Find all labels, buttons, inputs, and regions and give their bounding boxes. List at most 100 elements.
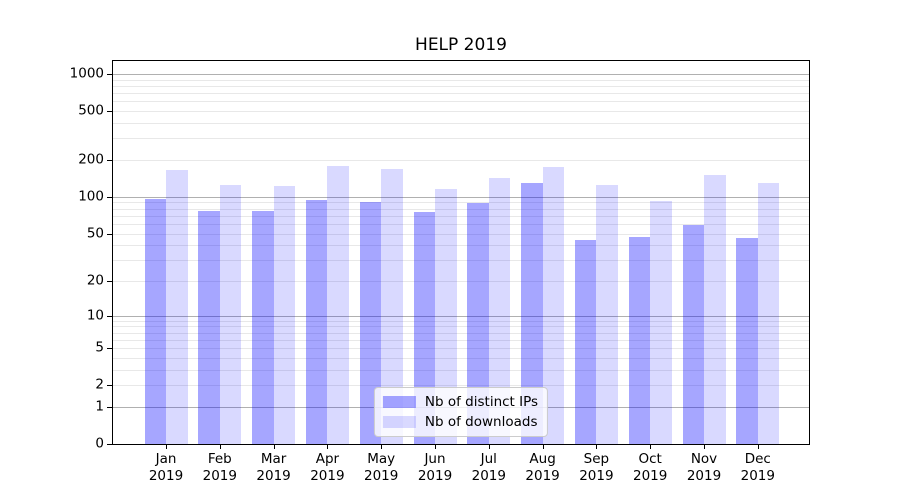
gridline bbox=[113, 101, 809, 103]
bar bbox=[327, 165, 349, 444]
y-tick-mark bbox=[107, 348, 112, 350]
gridline bbox=[113, 315, 809, 317]
bar bbox=[435, 189, 457, 444]
bar bbox=[166, 169, 188, 444]
y-tick-mark bbox=[107, 111, 112, 113]
x-tick-label: May 2019 bbox=[364, 451, 399, 484]
legend: Nb of distinct IPs Nb of downloads bbox=[373, 387, 549, 437]
y-tick-label: 10 bbox=[86, 306, 104, 323]
x-tick-label: Feb 2019 bbox=[202, 451, 237, 484]
gridline bbox=[113, 215, 809, 217]
gridline bbox=[113, 348, 809, 350]
gridline bbox=[113, 86, 809, 87]
x-tick-label: Jun 2019 bbox=[417, 451, 453, 484]
x-tick-mark bbox=[435, 445, 436, 449]
y-tick-mark bbox=[107, 444, 112, 445]
x-tick-label: Nov 2019 bbox=[686, 451, 722, 484]
gridline bbox=[113, 93, 809, 95]
x-tick-mark bbox=[273, 445, 275, 449]
x-tick-label: Oct 2019 bbox=[633, 451, 668, 484]
x-tick-mark bbox=[166, 445, 167, 449]
bar bbox=[628, 236, 651, 444]
gridline bbox=[113, 332, 809, 334]
bar bbox=[144, 199, 166, 444]
bar bbox=[521, 182, 543, 444]
bar bbox=[413, 212, 435, 444]
legend-swatch-downloads bbox=[382, 416, 416, 428]
x-tick-mark bbox=[704, 445, 705, 449]
x-tick-mark bbox=[219, 445, 221, 449]
y-tick-label: 5 bbox=[95, 339, 104, 356]
y-tick-label: 1 bbox=[95, 398, 104, 415]
gridline bbox=[113, 196, 809, 198]
chart-title: HELP 2019 bbox=[415, 35, 507, 55]
x-tick-mark bbox=[757, 445, 759, 449]
x-tick-label: Dec 2019 bbox=[740, 451, 775, 484]
y-tick-mark bbox=[107, 385, 112, 387]
y-tick-label: 100 bbox=[78, 188, 104, 205]
bar bbox=[305, 199, 328, 444]
gridline bbox=[113, 320, 809, 322]
bar bbox=[704, 175, 726, 444]
x-tick-mark bbox=[381, 445, 383, 449]
gridline bbox=[113, 111, 809, 113]
bar bbox=[736, 237, 758, 444]
bar bbox=[219, 185, 242, 444]
y-tick-mark bbox=[107, 160, 112, 161]
gridline bbox=[113, 385, 809, 387]
y-tick-label: 1000 bbox=[69, 65, 104, 82]
x-tick-label: Aug 2019 bbox=[525, 451, 560, 484]
legend-label-distinct-ips: Nb of distinct IPs bbox=[424, 394, 539, 410]
bar bbox=[757, 182, 780, 444]
x-tick-mark bbox=[327, 445, 329, 449]
y-tick-mark bbox=[107, 315, 112, 317]
bar bbox=[273, 185, 296, 444]
gridline bbox=[113, 123, 809, 124]
x-tick-label: Sep 2019 bbox=[579, 451, 614, 484]
x-tick-label: Jul 2019 bbox=[471, 451, 506, 484]
bar bbox=[542, 167, 565, 444]
x-tick-mark bbox=[650, 445, 652, 449]
x-tick-label: Jan 2019 bbox=[148, 451, 184, 484]
bar bbox=[381, 169, 403, 444]
x-tick-label: Mar 2019 bbox=[256, 451, 291, 484]
y-tick-mark bbox=[107, 406, 112, 408]
bar bbox=[650, 201, 672, 444]
bar bbox=[682, 224, 704, 444]
gridline bbox=[113, 260, 809, 262]
y-tick-label: 20 bbox=[86, 272, 104, 289]
gridline bbox=[113, 339, 809, 341]
y-tick-label: 200 bbox=[78, 151, 104, 168]
bar bbox=[198, 211, 220, 444]
legend-swatch-distinct-ips bbox=[382, 396, 416, 408]
y-tick-mark bbox=[107, 196, 112, 198]
gridline bbox=[113, 369, 809, 371]
y-tick-mark bbox=[107, 74, 112, 75]
bar bbox=[574, 240, 597, 444]
gridline bbox=[113, 202, 809, 204]
y-tick-mark bbox=[107, 233, 112, 235]
legend-entry-distinct-ips: Nb of distinct IPs bbox=[382, 394, 539, 410]
gridline bbox=[113, 208, 809, 210]
y-tick-label: 50 bbox=[86, 224, 104, 241]
gridline bbox=[113, 326, 809, 328]
bar bbox=[596, 185, 618, 444]
gridline bbox=[113, 281, 809, 282]
bar bbox=[252, 210, 274, 444]
x-tick-label: Apr 2019 bbox=[310, 451, 345, 484]
gridline bbox=[113, 79, 809, 81]
bar bbox=[488, 177, 511, 444]
plot-area: Nb of distinct IPs Nb of downloads bbox=[112, 60, 810, 445]
gridline bbox=[113, 138, 809, 140]
gridline bbox=[113, 223, 809, 225]
gridline bbox=[113, 245, 809, 247]
bar bbox=[359, 201, 382, 444]
gridline bbox=[113, 160, 809, 161]
y-tick-label: 2 bbox=[95, 376, 104, 393]
gridline bbox=[113, 357, 809, 359]
gridline bbox=[113, 233, 809, 235]
y-tick-mark bbox=[107, 281, 112, 282]
legend-entry-downloads: Nb of downloads bbox=[382, 414, 538, 430]
bar bbox=[467, 203, 489, 444]
